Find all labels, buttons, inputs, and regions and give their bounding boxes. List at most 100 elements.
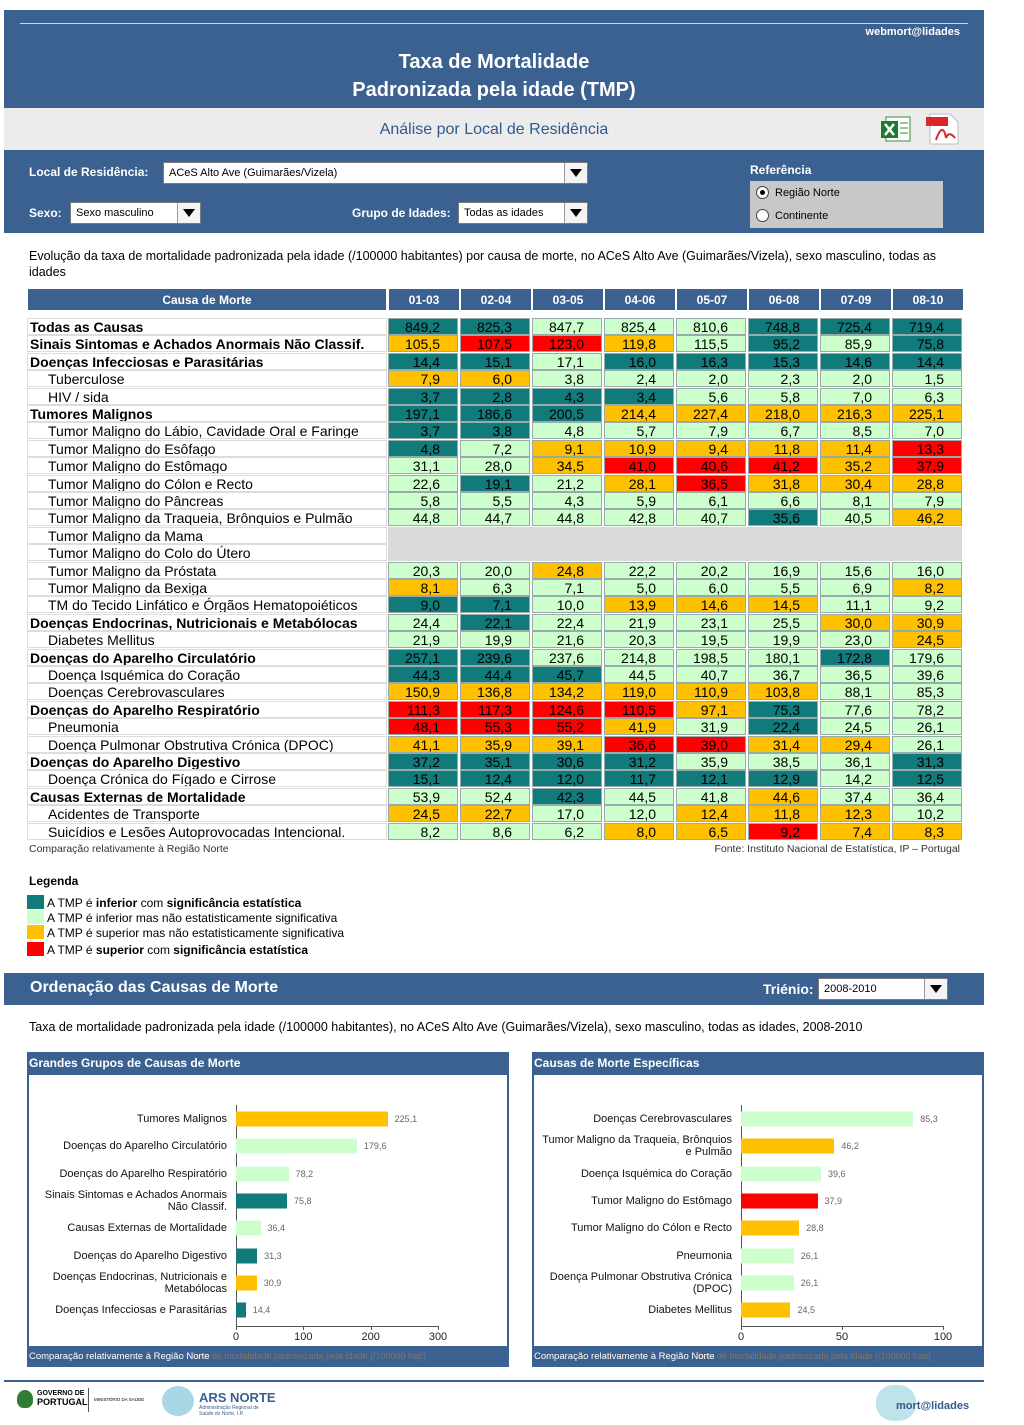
value-cell: 9,2 (892, 596, 962, 614)
reference-box: Região Norte Continente (750, 181, 943, 228)
category-label: Doença Isquémica do Coração (580, 1167, 732, 1180)
value-cell: 46,2 (892, 509, 962, 527)
column-header: 05-07 (676, 288, 748, 311)
value-cell: 36,4 (892, 787, 962, 805)
pdf-icon[interactable] (924, 112, 964, 146)
value-cell: 21,6 (532, 631, 602, 649)
value-cell: 7,9 (388, 370, 458, 388)
value-cell: 4,3 (532, 387, 602, 405)
radio-option[interactable]: Continente (756, 209, 828, 222)
value-cell: 45,7 (532, 666, 602, 683)
tick-mark (303, 1326, 305, 1330)
dropdown-arrow[interactable] (564, 203, 587, 223)
value-cell: 24,5 (820, 718, 890, 736)
bar (741, 1220, 800, 1236)
radio-option[interactable]: Região Norte (756, 186, 840, 199)
column-header: 01-03 (388, 288, 460, 311)
value-cell: 48,1 (388, 718, 458, 736)
value-cell: 37,9 (892, 457, 962, 475)
value-cell: 21,2 (532, 474, 602, 492)
select-value: Todas as idades (464, 207, 544, 219)
dropdown-arrow[interactable] (924, 979, 947, 999)
row-label: Doenças do Aparelho Respiratório (27, 700, 387, 718)
sexo-select[interactable]: Sexo masculino (70, 202, 201, 224)
value-cell: 22,4 (748, 718, 818, 736)
dropdown-arrow[interactable] (564, 163, 587, 183)
chart-panel: Causas de Morte Específicas 0 50 100 Taxa de… (532, 1052, 984, 1367)
value-cell: 39,6 (892, 666, 962, 683)
dropdown-arrow[interactable] (177, 203, 200, 223)
value-cell: 198,5 (676, 648, 746, 666)
value-cell: 24,4 (388, 613, 458, 631)
value-cell: 6,0 (676, 579, 746, 596)
subtitle: Análise por Local de Residência (379, 121, 609, 138)
category-label: Tumores Malignos (136, 1113, 227, 1125)
value-cell: 11,8 (748, 439, 818, 457)
value-cell: 8,1 (820, 492, 890, 509)
radio (756, 186, 769, 199)
value-cell: 19,9 (748, 631, 818, 649)
legend-title: Legenda (29, 874, 79, 888)
ars-logo (162, 1386, 194, 1416)
category-label: Doenças do Aparelho Circulatório (63, 1140, 227, 1153)
tick-mark (236, 1326, 237, 1330)
local-select[interactable]: ACeS Alto Ave (Guimarães/Vizela) (163, 162, 588, 184)
bar (741, 1193, 818, 1209)
row-label: Tumor Maligno da Mama (27, 526, 387, 544)
legend-text-part: significância estatística (166, 896, 302, 910)
value-label: 225,1 (394, 1114, 418, 1124)
row-label: Tumor Maligno da Próstata (27, 561, 387, 579)
excel-icon[interactable] (880, 114, 914, 144)
title: Taxa de Mortalidade (398, 51, 590, 73)
value-cell: 14,5 (748, 596, 818, 614)
column-header: Causa de Morte (27, 288, 387, 311)
value-cell: 14,4 (388, 352, 458, 370)
value-cell: 11,8 (748, 805, 818, 823)
category-label: Pneumonia (676, 1249, 732, 1262)
value-cell: 172,8 (820, 648, 890, 666)
ranking-description: Taxa de mortalidade padronizada pela ida… (29, 1020, 863, 1034)
value-label: 36,4 (267, 1223, 286, 1234)
radio-label: Região Norte (775, 186, 840, 199)
value-cell: 810,6 (676, 318, 746, 335)
legend-swatch (27, 925, 44, 939)
category-label: Sinais Sintomas e Achados Anormais Não C… (44, 1188, 227, 1213)
value-cell: 15,1 (460, 352, 530, 370)
row-label: Tumor Maligno do Lábio, Cavidade Oral e … (27, 422, 387, 440)
value-cell: 119,8 (604, 335, 674, 353)
radio-label: Continente (775, 209, 829, 222)
value-cell: 10,9 (604, 439, 674, 457)
value-label: 75,8 (294, 1195, 312, 1206)
value-cell: 41,8 (676, 787, 746, 805)
value-cell: 111,3 (388, 700, 458, 718)
label: Grupo de Idades: (352, 206, 451, 220)
value-cell: 37,2 (388, 753, 458, 770)
value-cell: 7,9 (892, 492, 962, 509)
category-label: Tumor Maligno do Estômago (591, 1194, 732, 1207)
table-description: Evolução da taxa de mortalidade padroniz… (29, 249, 937, 279)
value-cell: 30,9 (892, 613, 962, 631)
value-cell: 14,4 (892, 352, 962, 370)
value-cell: 19,5 (676, 631, 746, 649)
row-label: Tumor Maligno do Pâncreas (27, 492, 387, 509)
value-cell: 75,8 (892, 335, 962, 353)
value-cell: 2,0 (820, 370, 890, 388)
value-cell: 20,2 (676, 561, 746, 579)
value-cell: 37,4 (820, 787, 890, 805)
brand: mort@lidades (896, 1400, 970, 1412)
value-cell: 179,6 (892, 648, 962, 666)
value-cell: 44,6 (748, 787, 818, 805)
legend-text: A TMP é superior com significância estat… (47, 943, 308, 957)
email[interactable]: webmort@lidades (865, 26, 960, 38)
value-cell: 40,7 (676, 509, 746, 527)
value-cell: 23,1 (676, 613, 746, 631)
value-cell: 5,0 (604, 579, 674, 596)
trienio-select[interactable]: 2008-2010 (818, 978, 948, 1000)
value-cell: 17,1 (532, 352, 602, 370)
idades-select[interactable]: Todas as idades (458, 202, 588, 224)
value-cell: 39,1 (532, 735, 602, 753)
value-cell: 849,2 (388, 318, 458, 335)
chart-note: Comparação relativamente à Região Norte (29, 1351, 210, 1362)
category-label: Causas Externas de Mortalidade (67, 1222, 227, 1235)
